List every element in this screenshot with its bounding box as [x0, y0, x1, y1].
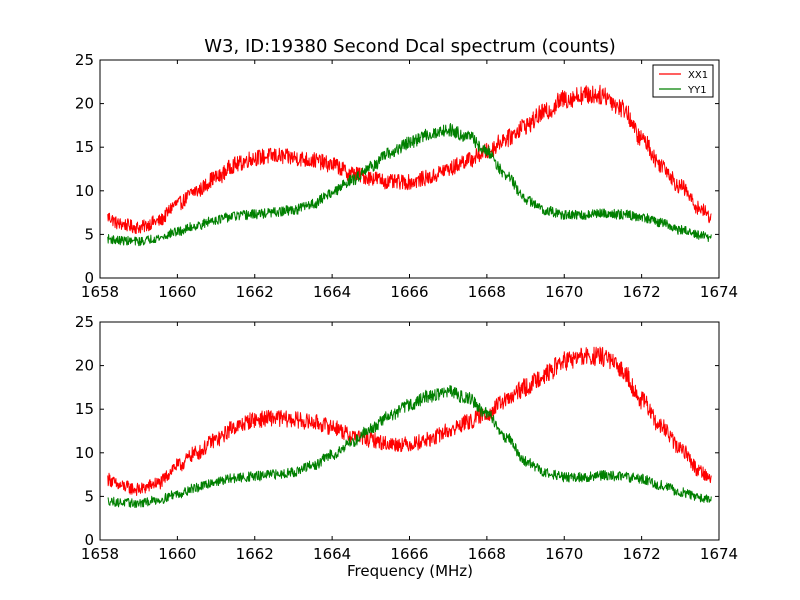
top-spectrum-panel: 1658 1660 1662 1664 1666 1668 1670 1672 1674 0 5 10…: [75, 51, 738, 301]
y-tick-label: 20: [75, 95, 94, 113]
x-tick-label: 1660: [158, 283, 196, 301]
legend: XX1 YY1: [652, 64, 714, 98]
series-line-series-1: [107, 346, 712, 496]
y-tick-label: 5: [84, 225, 94, 243]
x-tick-label: 1674: [700, 545, 738, 563]
x-tick-label: 1670: [545, 283, 583, 301]
y-tick-label: 20: [75, 357, 94, 375]
x-tick-label: 1660: [158, 545, 196, 563]
x-tick-label: 1668: [468, 545, 506, 563]
legend-box: [652, 64, 714, 98]
x-tick-label: 1658: [81, 283, 119, 301]
x-tick-label: 1668: [468, 283, 506, 301]
series-line-series-2: [107, 384, 712, 509]
y-tick-label: 5: [84, 487, 94, 505]
x-tick-label: 1670: [545, 545, 583, 563]
y-tick-label: 25: [75, 313, 94, 331]
y-tick-label: 10: [75, 444, 94, 462]
y-tick-label: 15: [75, 400, 94, 418]
x-tick-label: 1674: [700, 283, 738, 301]
legend-label-yy1: YY1: [687, 85, 707, 96]
x-tick-label: 1662: [236, 545, 274, 563]
x-tick-label: 1672: [623, 545, 661, 563]
plot-area: [107, 84, 712, 247]
x-tick-label: 1658: [81, 545, 119, 563]
series-line-xx1: [107, 84, 712, 234]
x-tick-label: 1664: [313, 545, 351, 563]
series-line-yy1: [107, 123, 712, 247]
legend-label-xx1: XX1: [688, 70, 708, 81]
y-tick-label: 25: [75, 51, 94, 69]
x-axis-label: Frequency (MHz): [347, 562, 473, 580]
x-tick-label: 1672: [623, 283, 661, 301]
x-tick-label: 1666: [390, 545, 428, 563]
y-tick-label: 0: [84, 269, 94, 287]
x-tick-label: 1664: [313, 283, 351, 301]
y-tick-label: 10: [75, 182, 94, 200]
plot-area: [107, 346, 712, 509]
chart-title: W3, ID:19380 Second Dcal spectrum (count…: [204, 36, 616, 57]
bottom-spectrum-panel: 1658 1660 1662 1664 1666 1668 1670 1672 1674 0 5 10…: [75, 313, 738, 563]
x-tick-label: 1666: [390, 283, 428, 301]
y-tick-label: 15: [75, 138, 94, 156]
x-tick-label: 1662: [236, 283, 274, 301]
y-tick-label: 0: [84, 531, 94, 549]
